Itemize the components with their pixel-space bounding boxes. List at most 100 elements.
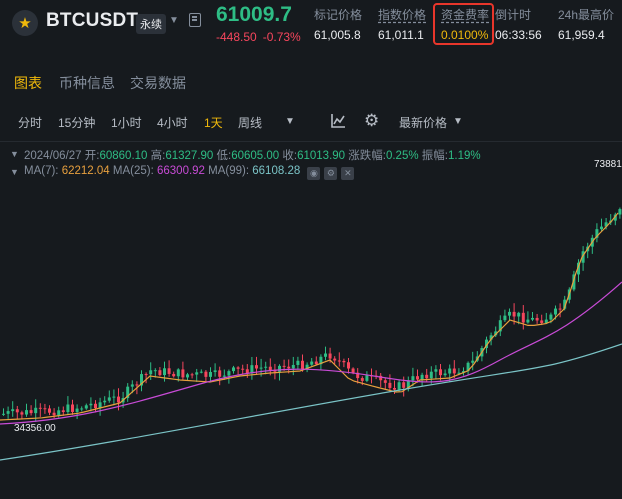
candle-body-119: [549, 314, 553, 320]
candle-body-86: [397, 382, 401, 390]
candle-body-57: [264, 366, 268, 368]
candle-body-118: [544, 319, 548, 323]
price-type-select[interactable]: 最新价格: [399, 116, 448, 130]
candle-body-48: [222, 375, 226, 377]
stat-24h-high: 24h最高价 61,959.4: [558, 6, 614, 42]
settings-icon[interactable]: ⚙: [324, 167, 338, 180]
stat-label[interactable]: 资金费率: [441, 8, 490, 22]
ma-legend: MA(7): 62212.04 MA(25): 66300.92 MA(99):…: [24, 165, 355, 180]
stat-funding-rate[interactable]: 资金费率 0.0100%: [441, 6, 489, 42]
candle-body-51: [236, 367, 240, 369]
candle-body-73: [337, 360, 341, 362]
chg-label: 涨跌幅:: [348, 150, 386, 162]
interval-15m[interactable]: 15分钟: [58, 116, 96, 130]
candle-body-105: [485, 339, 488, 349]
collapse-icon[interactable]: ▼: [10, 149, 19, 159]
chart-high-label: 73881.: [594, 159, 622, 170]
ma25-line: [0, 281, 622, 425]
candle-body-64: [296, 360, 300, 365]
chart-toolbar: 分时 15分钟 1小时 4小时 1天 周线 ▼ ⚙ 最新价格 ▼: [0, 106, 622, 136]
price-type-caret-icon[interactable]: ▼: [453, 116, 463, 127]
amp-label: 振幅:: [421, 150, 448, 162]
book-icon[interactable]: [189, 13, 201, 27]
candle-body-94: [434, 369, 438, 372]
candle-body-52: [241, 368, 245, 370]
ohlc-legend: 2024/06/27 开:60860.10 高:61327.90 低:60605…: [24, 147, 481, 163]
candle-body-88: [406, 380, 410, 388]
candle-body-32: [149, 370, 153, 375]
candle-body-11: [52, 412, 56, 416]
divider: [0, 141, 622, 142]
candle-body-98: [452, 368, 456, 374]
candle-body-107: [494, 331, 498, 336]
high-label: 高:: [150, 150, 166, 162]
candle-body-89: [411, 376, 415, 381]
candle-body-8: [38, 407, 42, 409]
stat-value: 0.0100%: [441, 28, 489, 42]
stat-countdown: 倒计时 06:33:56: [495, 6, 542, 42]
candle-body-84: [388, 382, 392, 388]
candle-body-83: [383, 380, 387, 383]
interval-week[interactable]: 周线: [238, 116, 263, 130]
candle-body-47: [218, 370, 222, 377]
tab-chart[interactable]: 图表: [14, 75, 42, 91]
price-change: -448.50 -0.73%: [216, 30, 307, 44]
candle-body-38: [176, 369, 180, 377]
tab-trading-data[interactable]: 交易数据: [130, 75, 186, 91]
high-value: 61327.90: [165, 150, 214, 162]
ma7-line: [0, 212, 619, 421]
ma99-label: MA(99):: [208, 165, 250, 177]
interval-time-sharing[interactable]: 分时: [18, 116, 43, 130]
candle-body-125: [577, 262, 580, 275]
ma99-value: 66108.28: [252, 165, 301, 177]
interval-4h[interactable]: 4小时: [157, 116, 188, 130]
indicator-icon[interactable]: [330, 113, 346, 129]
stat-index-price[interactable]: 指数价格 61,011.1: [378, 6, 426, 42]
collapse-ma-icon[interactable]: ▼: [10, 167, 19, 177]
candle-body-121: [558, 308, 562, 310]
candle-body-87: [402, 382, 406, 388]
amp-value: 1.19%: [447, 150, 481, 162]
ma7-value: 62212.04: [61, 165, 110, 177]
stat-label: 24h最高价: [558, 8, 615, 22]
interval-1d[interactable]: 1天: [204, 116, 223, 130]
candle-body-124: [572, 274, 576, 290]
candle-body-53: [245, 369, 249, 374]
candle-body-46: [213, 370, 217, 373]
open-label: 开:: [84, 150, 100, 162]
candlestick-chart[interactable]: [0, 142, 622, 499]
candle-body-109: [503, 315, 507, 321]
candle-body-10: [48, 408, 51, 413]
favorite-star-icon[interactable]: ★: [12, 10, 38, 36]
candle-body-113: [521, 312, 525, 323]
interval-more-icon[interactable]: ▼: [285, 116, 295, 127]
change-abs: -448.50: [216, 30, 257, 44]
candle-body-71: [328, 353, 332, 359]
candle-body-67: [310, 361, 314, 365]
candle-body-27: [126, 386, 130, 399]
last-price: 61009.7: [216, 3, 292, 26]
gear-icon[interactable]: ⚙: [364, 111, 380, 130]
candle-body-56: [259, 367, 263, 369]
symbol-name[interactable]: BTCUSDT: [46, 10, 139, 31]
stat-label[interactable]: 指数价格: [378, 8, 427, 22]
symbol-dropdown-icon[interactable]: ▼: [169, 15, 179, 26]
eye-icon[interactable]: ◉: [307, 167, 321, 180]
close-value: 61013.90: [297, 150, 346, 162]
candle-body-49: [227, 371, 231, 376]
candle-body-101: [466, 362, 470, 372]
candle-body-23: [107, 397, 111, 401]
close-icon[interactable]: ✕: [341, 167, 355, 180]
tab-coin-info[interactable]: 币种信息: [59, 75, 115, 91]
candle-body-77: [356, 372, 360, 379]
candle-body-18: [84, 405, 88, 409]
candle-body-74: [342, 360, 346, 363]
stat-value: 61,011.1: [378, 28, 424, 42]
candle-body-45: [209, 372, 212, 377]
main-tabs: 图表 币种信息 交易数据: [0, 64, 622, 98]
candle-body-75: [347, 362, 350, 369]
candle-body-126: [581, 251, 585, 263]
interval-1h[interactable]: 1小时: [111, 116, 142, 130]
candle-body-110: [508, 311, 511, 316]
stat-label: 倒计时: [495, 8, 532, 22]
